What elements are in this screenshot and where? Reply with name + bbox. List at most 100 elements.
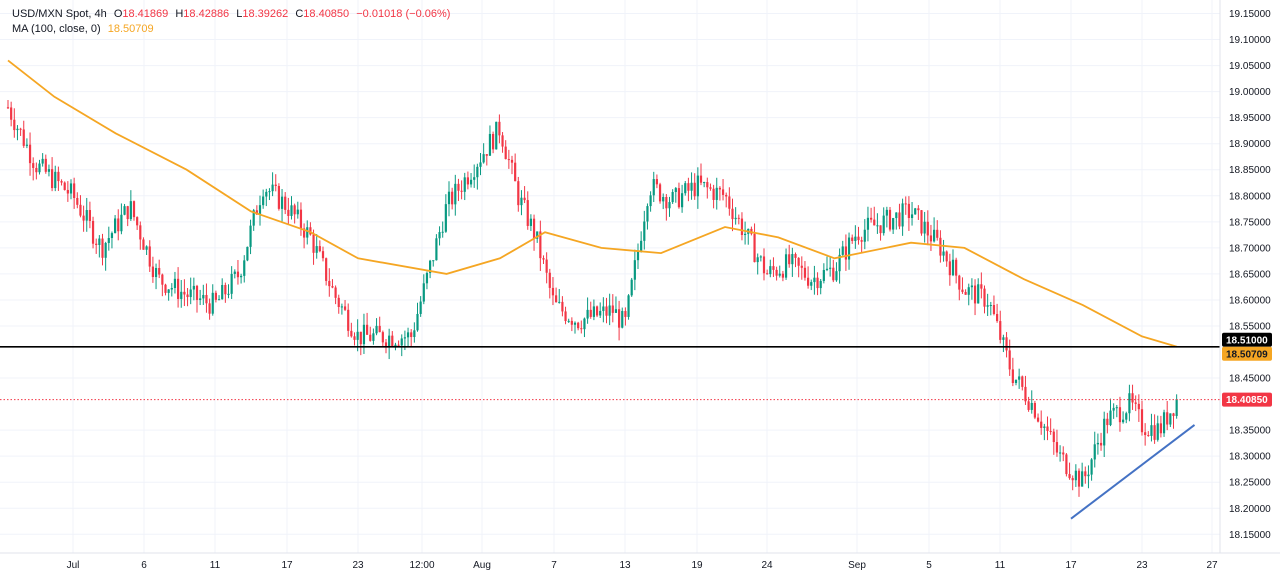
- candle-up: [520, 190, 523, 216]
- candle-up: [825, 256, 829, 272]
- candle-down: [32, 157, 35, 181]
- candle-down: [964, 289, 967, 295]
- candle-down: [753, 223, 756, 263]
- candle-up: [1002, 334, 1005, 353]
- candle-down: [807, 266, 810, 289]
- candle-down: [857, 226, 860, 245]
- y-tick-label: 18.45000: [1229, 374, 1271, 385]
- candle-down: [1062, 446, 1065, 462]
- candle-down: [926, 210, 929, 246]
- legend-high-label: H: [175, 8, 184, 20]
- candle-up: [120, 203, 123, 235]
- candle-up: [829, 256, 832, 277]
- y-tick-label: 18.90000: [1229, 139, 1271, 150]
- candle-up: [914, 207, 917, 215]
- y-tick-label: 19.00000: [1229, 87, 1271, 98]
- y-tick-label: 18.70000: [1229, 243, 1271, 254]
- candle-down: [60, 179, 63, 186]
- x-tick-label: 5: [926, 560, 932, 571]
- candle-down: [677, 182, 681, 209]
- candle-up: [819, 279, 822, 295]
- candle-down: [66, 181, 69, 202]
- candle-down: [148, 240, 151, 272]
- candle-up: [189, 277, 192, 305]
- y-tick-label: 19.10000: [1229, 35, 1271, 46]
- candle-up: [847, 232, 851, 270]
- candle-up: [674, 187, 677, 203]
- candle-down: [164, 283, 167, 296]
- candle-down: [397, 340, 400, 347]
- candle-up: [145, 245, 148, 256]
- candle-down: [1036, 413, 1040, 423]
- candle-up: [838, 248, 841, 284]
- candle-up: [630, 277, 633, 297]
- candle-down: [1172, 412, 1175, 429]
- candle-up: [1175, 394, 1178, 419]
- candle-up: [910, 202, 914, 226]
- candle-up: [810, 279, 813, 291]
- trendline[interactable]: [1070, 424, 1196, 520]
- candle-up: [756, 253, 759, 275]
- candle-up: [25, 138, 28, 149]
- candle-down: [19, 127, 22, 136]
- candle-up: [1109, 398, 1112, 427]
- time-axis[interactable]: Jul 6 11 17 23 12:00 Aug 7 13 19 24 Sep 5 11 17 23 27: [67, 560, 1218, 571]
- candle-down: [498, 114, 501, 144]
- candle-up: [841, 240, 844, 256]
- candle-up: [822, 263, 825, 284]
- candle-down: [655, 174, 658, 189]
- candle-down: [331, 279, 334, 289]
- candle-down: [334, 285, 337, 305]
- candle-down: [766, 269, 769, 275]
- candle-up: [262, 189, 265, 209]
- candle-up: [54, 165, 57, 192]
- candle-up: [970, 278, 973, 300]
- candle-down: [91, 216, 95, 249]
- candle-up: [429, 259, 432, 279]
- candle-down: [460, 180, 463, 200]
- candle-down: [1065, 453, 1068, 477]
- candle-down: [731, 198, 734, 232]
- candle-down: [274, 174, 277, 192]
- candle-down: [1068, 462, 1071, 480]
- x-tick-label: 17: [281, 560, 293, 571]
- y-tick-label: 18.35000: [1229, 426, 1271, 437]
- candle-up: [558, 288, 561, 304]
- candle-down: [1166, 401, 1169, 431]
- candle-down: [718, 186, 721, 201]
- price-axis[interactable]: 19.15000 19.10000 19.05000 19.00000 18.95000…: [1229, 9, 1271, 541]
- last-price-tag: 18.40850: [1222, 392, 1272, 407]
- legend-open: 18.41869: [122, 8, 169, 20]
- candle-up: [942, 239, 945, 262]
- candle-down: [177, 267, 180, 308]
- x-tick-label: 19: [691, 560, 703, 571]
- legend-symbol: USD/MXN Spot, 4h: [12, 8, 107, 20]
- candle-down: [325, 257, 328, 286]
- candle-down: [618, 300, 621, 341]
- candle-down: [907, 196, 910, 231]
- legend-ma-value: 18.50709: [107, 23, 154, 35]
- legend-high: 18.42886: [183, 8, 230, 20]
- candle-down: [76, 192, 79, 209]
- candle-down: [605, 297, 608, 324]
- candle-up: [388, 328, 391, 360]
- candle-down: [879, 225, 882, 241]
- candle-up: [876, 213, 879, 234]
- candle-down: [775, 266, 778, 281]
- candle-down: [1071, 475, 1074, 491]
- candle-up: [690, 172, 693, 200]
- candle-down: [526, 191, 529, 230]
- candle-down: [142, 237, 145, 250]
- candle-down: [904, 196, 907, 215]
- candle-up: [769, 259, 772, 278]
- candle-down: [1049, 418, 1052, 435]
- candle-up: [633, 249, 636, 291]
- candle-up: [482, 143, 485, 164]
- candle-up: [258, 195, 262, 226]
- candle-up: [280, 188, 284, 222]
- candle-down: [955, 257, 958, 284]
- candle-down: [82, 205, 85, 232]
- chart-legend: USD/MXN Spot, 4h O18.41869 H18.42886 L18…: [12, 7, 450, 37]
- candle-up: [243, 255, 246, 283]
